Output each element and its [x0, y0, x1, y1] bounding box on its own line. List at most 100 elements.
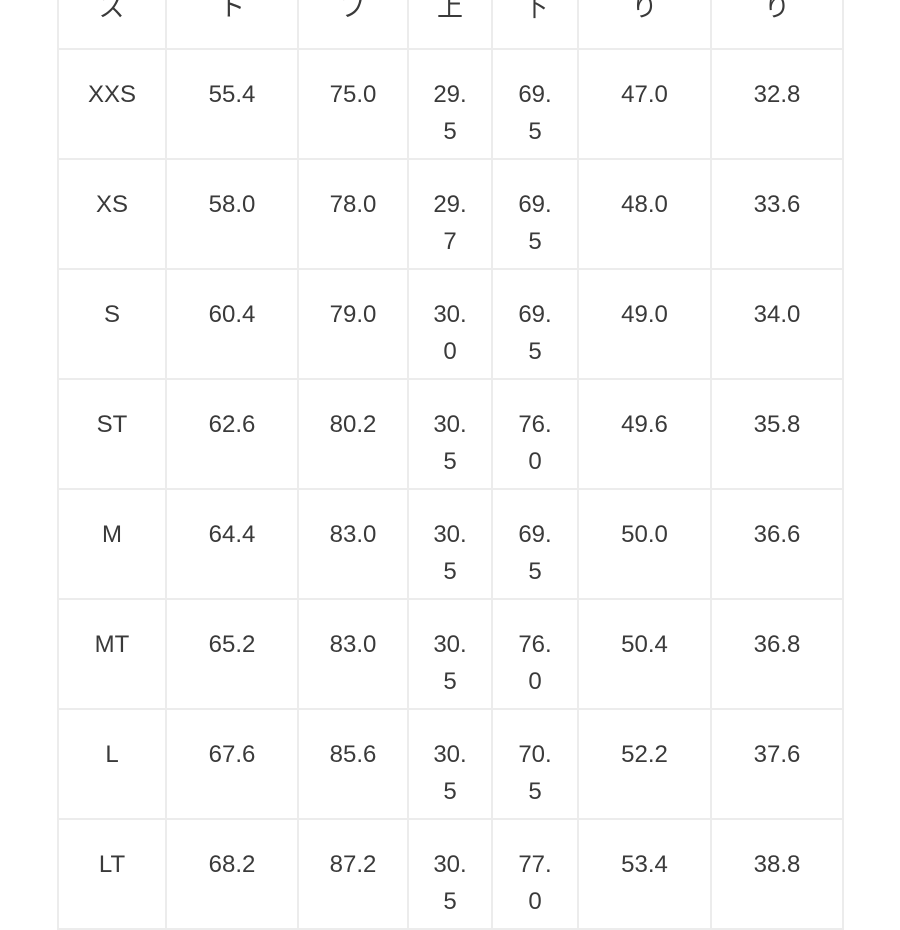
value-cell: 50.0 [577, 488, 712, 600]
cell-text: XXS [87, 81, 137, 108]
cell-text: 65.2 [208, 631, 256, 658]
cell-text: 62.6 [208, 411, 256, 438]
value-cell: 48.0 [577, 158, 712, 270]
cell-text: 55.4 [208, 81, 256, 108]
cell-text: 49.0 [621, 301, 668, 328]
value-cell: 70.5 [491, 708, 579, 820]
value-cell: 75.0 [297, 48, 409, 160]
value-cell: 79.0 [297, 268, 409, 380]
value-cell: 29.7 [407, 158, 493, 270]
size-cell: XXS [57, 48, 167, 160]
size-cell: LT [57, 818, 167, 930]
value-cell: 49.0 [577, 268, 712, 380]
value-cell: 80.2 [297, 378, 409, 490]
value-cell: 87.2 [297, 818, 409, 930]
cell-text: ST [96, 411, 128, 438]
value-cell: 32.8 [710, 48, 844, 160]
value-cell: 30.5 [407, 378, 493, 490]
cell-text: 30.5 [433, 411, 467, 475]
size-table: ズ ト プ 上 下 り り XXS 55.4 75.0 29.5 69.5 47.0 32.… [57, 0, 844, 930]
value-cell: 65.2 [165, 598, 299, 710]
value-cell: 37.6 [710, 708, 844, 820]
value-cell: 76.0 [491, 598, 579, 710]
value-cell: 64.4 [165, 488, 299, 600]
cell-text: 30.5 [433, 851, 467, 915]
cell-text: 32.8 [753, 81, 801, 108]
cell-text: 49.6 [621, 411, 668, 438]
header-cell: 上 [407, 0, 493, 50]
value-cell: 83.0 [297, 598, 409, 710]
table-row: M 64.4 83.0 30.5 69.5 50.0 36.6 [57, 488, 844, 600]
size-cell: L [57, 708, 167, 820]
header-cell: り [710, 0, 844, 50]
cell-text: 52.2 [621, 741, 668, 768]
cell-text: MT [94, 631, 130, 658]
value-cell: 30.5 [407, 708, 493, 820]
value-cell: 49.6 [577, 378, 712, 490]
cell-text: 77.0 [518, 851, 552, 915]
value-cell: 77.0 [491, 818, 579, 930]
cell-text: LT [98, 851, 126, 878]
table-row: XS 58.0 78.0 29.7 69.5 48.0 33.6 [57, 158, 844, 270]
cell-text: 30.5 [433, 631, 467, 695]
size-cell: S [57, 268, 167, 380]
value-cell: 35.8 [710, 378, 844, 490]
header-cell: 下 [491, 0, 579, 50]
cell-text: 69.5 [518, 191, 552, 255]
cell-text: 79.0 [329, 301, 377, 328]
cell-text: 48.0 [621, 191, 668, 218]
value-cell: 76.0 [491, 378, 579, 490]
cell-text: 29.5 [433, 81, 467, 145]
size-cell: MT [57, 598, 167, 710]
cell-text: 68.2 [208, 851, 256, 878]
value-cell: 83.0 [297, 488, 409, 600]
table-row: LT 68.2 87.2 30.5 77.0 53.4 38.8 [57, 818, 844, 930]
value-cell: 62.6 [165, 378, 299, 490]
header-cell: プ [297, 0, 409, 50]
value-cell: 69.5 [491, 268, 579, 380]
value-cell: 47.0 [577, 48, 712, 160]
value-cell: 50.4 [577, 598, 712, 710]
header-row: ズ ト プ 上 下 り り [57, 0, 844, 50]
table-row: S 60.4 79.0 30.0 69.5 49.0 34.0 [57, 268, 844, 380]
cell-text: XS [95, 191, 128, 218]
cell-text: 83.0 [329, 631, 377, 658]
value-cell: 69.5 [491, 48, 579, 160]
cell-text: 83.0 [329, 521, 377, 548]
value-cell: 36.8 [710, 598, 844, 710]
header-cell: ト [165, 0, 299, 50]
cell-text: 69.5 [518, 81, 552, 145]
cell-text: S [103, 301, 120, 328]
header-cell: ズ [57, 0, 167, 50]
value-cell: 30.5 [407, 598, 493, 710]
cell-text: M [102, 521, 122, 548]
cell-text: 67.6 [208, 741, 256, 768]
table-row: L 67.6 85.6 30.5 70.5 52.2 37.6 [57, 708, 844, 820]
value-cell: 30.5 [407, 818, 493, 930]
cell-text: 64.4 [208, 521, 256, 548]
cell-text: 87.2 [329, 851, 377, 878]
value-cell: 78.0 [297, 158, 409, 270]
cell-text: 30.0 [433, 301, 467, 365]
value-cell: 33.6 [710, 158, 844, 270]
value-cell: 52.2 [577, 708, 712, 820]
cell-text: 58.0 [208, 191, 256, 218]
cell-text: L [105, 741, 119, 768]
value-cell: 34.0 [710, 268, 844, 380]
size-cell: ST [57, 378, 167, 490]
cell-text: 30.5 [433, 741, 467, 805]
value-cell: 69.5 [491, 158, 579, 270]
cell-text: 36.6 [753, 521, 801, 548]
cell-text: 53.4 [621, 851, 668, 878]
cell-text: 60.4 [208, 301, 256, 328]
value-cell: 38.8 [710, 818, 844, 930]
value-cell: 69.5 [491, 488, 579, 600]
cell-text: 80.2 [329, 411, 377, 438]
value-cell: 68.2 [165, 818, 299, 930]
value-cell: 85.6 [297, 708, 409, 820]
size-cell: M [57, 488, 167, 600]
cell-text: 47.0 [621, 81, 668, 108]
cell-text: 85.6 [329, 741, 377, 768]
value-cell: 53.4 [577, 818, 712, 930]
cell-text: 69.5 [518, 521, 552, 585]
